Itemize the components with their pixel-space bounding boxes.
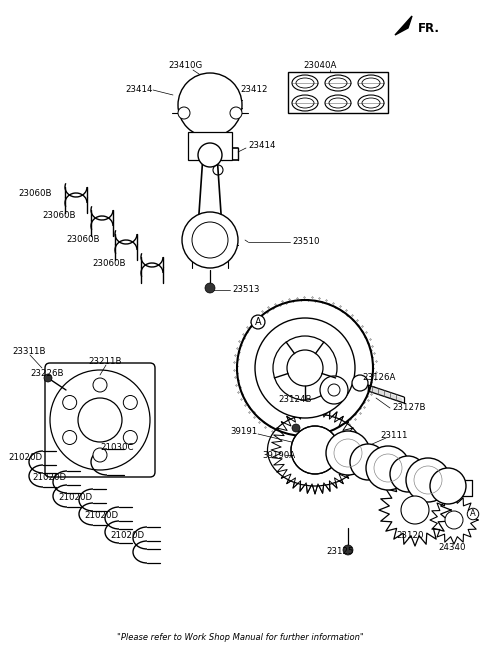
Text: 23226B: 23226B <box>30 369 63 378</box>
Circle shape <box>350 444 386 480</box>
Text: 23510: 23510 <box>292 237 320 246</box>
Text: 24340: 24340 <box>438 543 466 553</box>
Circle shape <box>273 336 337 400</box>
Circle shape <box>445 511 463 529</box>
Text: 23060B: 23060B <box>92 260 125 269</box>
Text: 23414: 23414 <box>248 141 276 150</box>
Circle shape <box>366 446 410 490</box>
Text: "Please refer to Work Shop Manual for further information": "Please refer to Work Shop Manual for fu… <box>117 633 363 643</box>
Circle shape <box>230 107 242 119</box>
Circle shape <box>406 458 450 502</box>
Circle shape <box>287 350 323 386</box>
Text: 23124B: 23124B <box>278 396 312 405</box>
Text: 23120: 23120 <box>396 530 424 539</box>
Bar <box>188 132 232 160</box>
Text: 23513: 23513 <box>232 286 260 294</box>
Circle shape <box>401 496 429 524</box>
Circle shape <box>44 374 52 382</box>
Text: 23414: 23414 <box>125 85 153 95</box>
Text: 21020D: 21020D <box>110 530 144 539</box>
Text: 23111: 23111 <box>380 430 408 440</box>
Text: 23060B: 23060B <box>42 212 75 221</box>
Text: 23125: 23125 <box>326 547 354 556</box>
Polygon shape <box>395 16 412 35</box>
Circle shape <box>292 424 300 432</box>
Text: 23060B: 23060B <box>66 235 99 244</box>
Circle shape <box>63 430 77 445</box>
Text: 23040A: 23040A <box>303 60 336 70</box>
FancyBboxPatch shape <box>45 363 155 477</box>
Text: 23412: 23412 <box>240 85 267 95</box>
Circle shape <box>178 107 190 119</box>
Circle shape <box>430 468 466 504</box>
Text: 21030C: 21030C <box>100 443 133 453</box>
Text: 23211B: 23211B <box>88 357 121 367</box>
Circle shape <box>178 73 242 137</box>
Circle shape <box>182 212 238 268</box>
Circle shape <box>320 376 348 404</box>
Circle shape <box>93 378 107 392</box>
Circle shape <box>291 426 339 474</box>
Circle shape <box>123 430 137 445</box>
Text: 23126A: 23126A <box>362 373 396 382</box>
Text: A: A <box>255 317 261 327</box>
Circle shape <box>63 396 77 409</box>
Circle shape <box>205 283 215 293</box>
Text: 23410G: 23410G <box>168 60 202 70</box>
Text: 21020D: 21020D <box>32 474 66 482</box>
Circle shape <box>93 448 107 462</box>
Text: 23127B: 23127B <box>392 403 425 411</box>
Text: 23060B: 23060B <box>18 189 51 198</box>
Circle shape <box>343 545 353 555</box>
Circle shape <box>352 375 368 391</box>
Bar <box>288 72 388 113</box>
Circle shape <box>390 456 426 492</box>
Circle shape <box>198 143 222 167</box>
Text: 21020D: 21020D <box>58 493 92 501</box>
Text: 21020D: 21020D <box>8 453 42 463</box>
Text: 39191: 39191 <box>231 428 258 436</box>
Text: 39190A: 39190A <box>262 451 295 459</box>
Text: FR.: FR. <box>418 22 440 35</box>
Text: A: A <box>470 509 476 518</box>
Ellipse shape <box>267 414 362 486</box>
Circle shape <box>326 431 370 475</box>
Circle shape <box>123 396 137 409</box>
Circle shape <box>255 318 355 418</box>
Text: 21020D: 21020D <box>84 512 118 520</box>
Circle shape <box>78 398 122 442</box>
Text: 23311B: 23311B <box>12 348 46 357</box>
